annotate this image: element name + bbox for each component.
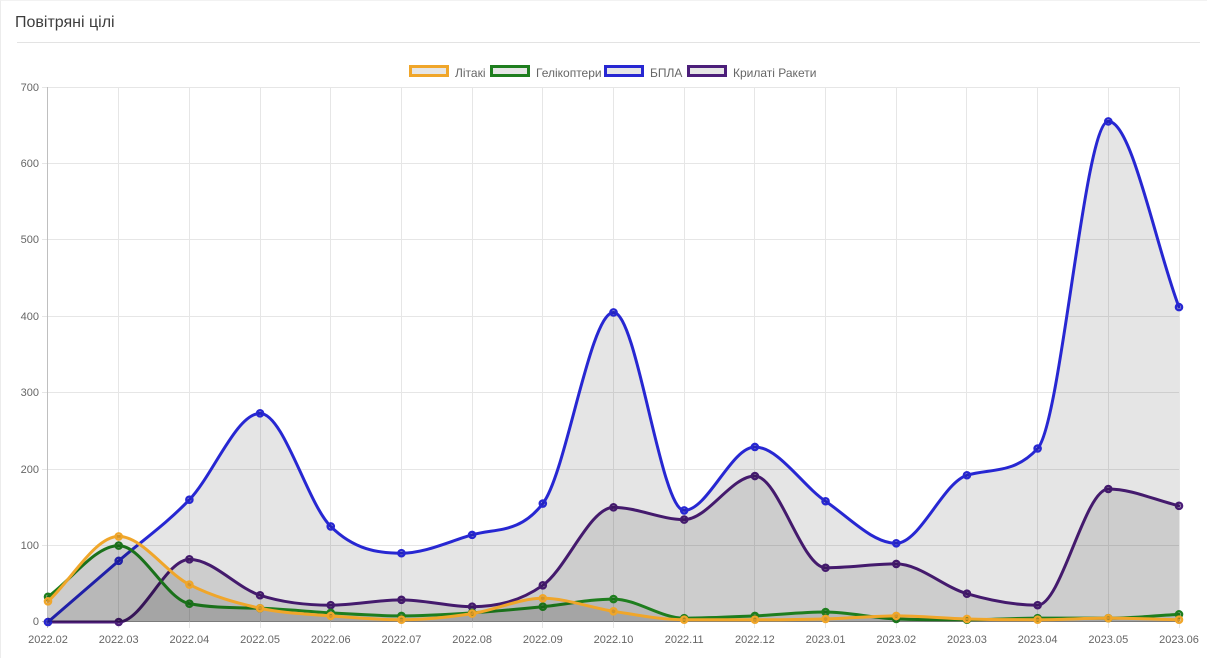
svg-text:2022.04: 2022.04 — [169, 634, 209, 646]
svg-text:700: 700 — [21, 82, 39, 94]
svg-text:600: 600 — [21, 158, 39, 170]
svg-text:2023.02: 2023.02 — [876, 634, 916, 646]
svg-text:2022.10: 2022.10 — [594, 634, 634, 646]
svg-text:2022.09: 2022.09 — [523, 634, 563, 646]
svg-text:2022.03: 2022.03 — [99, 634, 139, 646]
svg-text:2023.06: 2023.06 — [1159, 634, 1199, 646]
svg-text:2022.06: 2022.06 — [311, 634, 351, 646]
svg-text:400: 400 — [21, 311, 39, 323]
svg-text:300: 300 — [21, 387, 39, 399]
svg-text:2022.05: 2022.05 — [240, 634, 280, 646]
svg-text:2023.04: 2023.04 — [1018, 634, 1058, 646]
svg-text:2023.03: 2023.03 — [947, 634, 987, 646]
svg-text:2022.02: 2022.02 — [28, 634, 68, 646]
svg-text:500: 500 — [21, 234, 39, 246]
svg-text:2023.05: 2023.05 — [1088, 634, 1128, 646]
svg-text:2022.12: 2022.12 — [735, 634, 775, 646]
svg-text:2022.07: 2022.07 — [382, 634, 422, 646]
svg-text:2023.01: 2023.01 — [806, 634, 846, 646]
svg-text:2022.11: 2022.11 — [665, 634, 704, 646]
svg-text:200: 200 — [21, 464, 39, 476]
svg-text:100: 100 — [21, 540, 39, 552]
svg-text:2022.08: 2022.08 — [452, 634, 492, 646]
svg-text:0: 0 — [33, 616, 39, 628]
